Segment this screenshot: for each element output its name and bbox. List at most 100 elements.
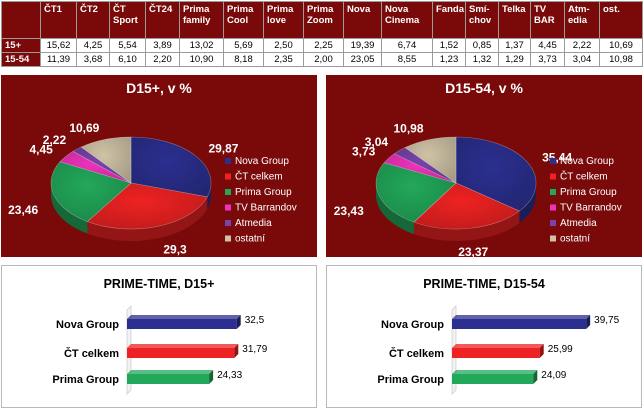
pie-slice-side (413, 211, 520, 241)
bar-category-label: Nova Group (381, 319, 444, 331)
table-cell: 4,25 (76, 38, 110, 53)
pie-slice (72, 146, 132, 184)
pie-slice (59, 150, 132, 184)
bar (127, 348, 235, 358)
table-cell: 6,74 (381, 38, 433, 53)
column-header: Prima love (263, 1, 304, 39)
table-cell: 1,37 (498, 38, 531, 53)
bar-side (234, 344, 239, 358)
table-cell: 3,68 (76, 52, 110, 67)
pie-slice (375, 162, 457, 223)
table-cell: 2,50 (263, 38, 304, 53)
legend-swatch (550, 158, 556, 164)
bar-side (586, 315, 591, 329)
legend-swatch (550, 173, 556, 180)
legend-label: ostatní (235, 234, 265, 245)
pie-value-label: 2,22 (43, 133, 67, 147)
table-cell: 5,69 (223, 38, 264, 53)
pie-title-d1554: D15-54, v % (445, 80, 523, 96)
table-cell: 5,54 (109, 38, 146, 53)
pie-value-label: 3,04 (365, 135, 389, 149)
pie-slice-side (519, 183, 536, 224)
pie-slice-side (376, 183, 414, 235)
bar-panel-d1554: PRIME-TIME, D15-54 Nova Group 39,75 ČT cel… (326, 265, 642, 408)
bar-top (127, 315, 241, 319)
table-cell: 19,39 (343, 38, 382, 53)
column-header: Telka (498, 1, 531, 39)
pie-title-d15plus: D15+, v % (126, 80, 192, 96)
pie-slice (455, 136, 537, 212)
pie-value-label: 23,46 (8, 203, 38, 217)
bar-value-label: 31,79 (242, 344, 267, 355)
legend-label: Atmedia (235, 218, 272, 229)
bar-category-label: Prima Group (52, 374, 119, 386)
bar (127, 374, 210, 384)
bar-category-label: Nova Group (56, 319, 119, 331)
legend-label: ČT celkem (235, 170, 283, 183)
row-label: 15-54 (1, 52, 41, 67)
table-cell: 15,62 (40, 38, 77, 53)
share-table: ČT1 ČT2 ČT Sport ČT24 Prima family Prima Cool… (1, 1, 643, 67)
legend-label: ostatní (560, 234, 590, 245)
table-cell: 10,69 (599, 38, 643, 53)
legend-label: Nova Group (235, 156, 289, 167)
pie-value-label: 23,43 (334, 204, 364, 218)
pie-slice (80, 136, 132, 184)
bar-top (452, 315, 591, 319)
legend-swatch (225, 158, 231, 164)
table-header-row: ČT1 ČT2 ČT Sport ČT24 Prima family Prima Cool… (1, 1, 643, 39)
pie-slice (86, 182, 208, 230)
pie-value-label: 35,44 (542, 150, 572, 164)
pie-slice-side (87, 196, 208, 241)
pie-chart-d1554: 35,44 23,37 23,43 3,733,04 10,98 Nova Group ČT… (334, 121, 622, 259)
bar-category-label: ČT celkem (64, 347, 119, 360)
bar-top (127, 370, 214, 374)
table-cell: 8,55 (381, 52, 433, 67)
pie-value-label: 29,3 (163, 243, 187, 257)
legend-swatch (225, 220, 231, 226)
legend-swatch (550, 220, 556, 226)
legend-label: ČT celkem (560, 170, 608, 183)
bar-top (127, 344, 239, 348)
table-cell: 1,52 (432, 38, 466, 53)
table-cell: 8,18 (223, 52, 264, 67)
table-cell: 2,20 (145, 52, 180, 67)
table-row: 15+ 15,62 4,25 5,54 3,89 13,02 5,69 2,50 2,25 19,… (1, 38, 643, 53)
bar-category-label: ČT celkem (389, 347, 444, 360)
bar-title-d1554: PRIME-TIME, D15-54 (423, 277, 545, 291)
column-header: Nova Cinema (381, 1, 433, 39)
table-cell: 2,35 (263, 52, 304, 67)
legend-swatch (550, 189, 556, 195)
pie-slice-side (51, 183, 88, 234)
bar-title-d15plus: PRIME-TIME, D15+ (103, 277, 215, 291)
table-cell: 1,32 (465, 52, 499, 67)
legend-label: Prima Group (235, 187, 292, 198)
bar-side (236, 315, 241, 329)
pie-slice (130, 136, 212, 198)
pie-value-label: 10,98 (394, 121, 424, 135)
column-header: ČT Sport (109, 1, 146, 39)
table-cell: 10,98 (599, 52, 643, 67)
column-header: Fanda (432, 1, 466, 39)
pie-slice-side (207, 183, 211, 209)
table-cell: 3,89 (145, 38, 180, 53)
legend-label: Nova Group (560, 156, 614, 167)
bar-value-label: 32,5 (245, 315, 265, 326)
table-cell: 1,23 (432, 52, 466, 67)
legend-label: TV Barrandov (560, 203, 622, 214)
bar-value-label: 24,33 (217, 370, 242, 381)
table-cell: 3,73 (530, 52, 565, 67)
bar (452, 319, 587, 329)
column-header: Smí-chov (465, 1, 499, 39)
legend-swatch (550, 204, 556, 211)
table-cell: 11,39 (40, 52, 77, 67)
bar-top (452, 370, 538, 374)
table-cell: 3,04 (564, 52, 600, 67)
pie-value-label: 29,87 (208, 142, 238, 156)
column-header: TV BAR (530, 1, 565, 39)
bar-category-label: Prima Group (377, 374, 444, 386)
pie-slice (404, 136, 457, 184)
legend-swatch (225, 189, 231, 195)
legend-label: TV Barrandov (235, 203, 297, 214)
table-cell: 4,45 (530, 38, 565, 53)
